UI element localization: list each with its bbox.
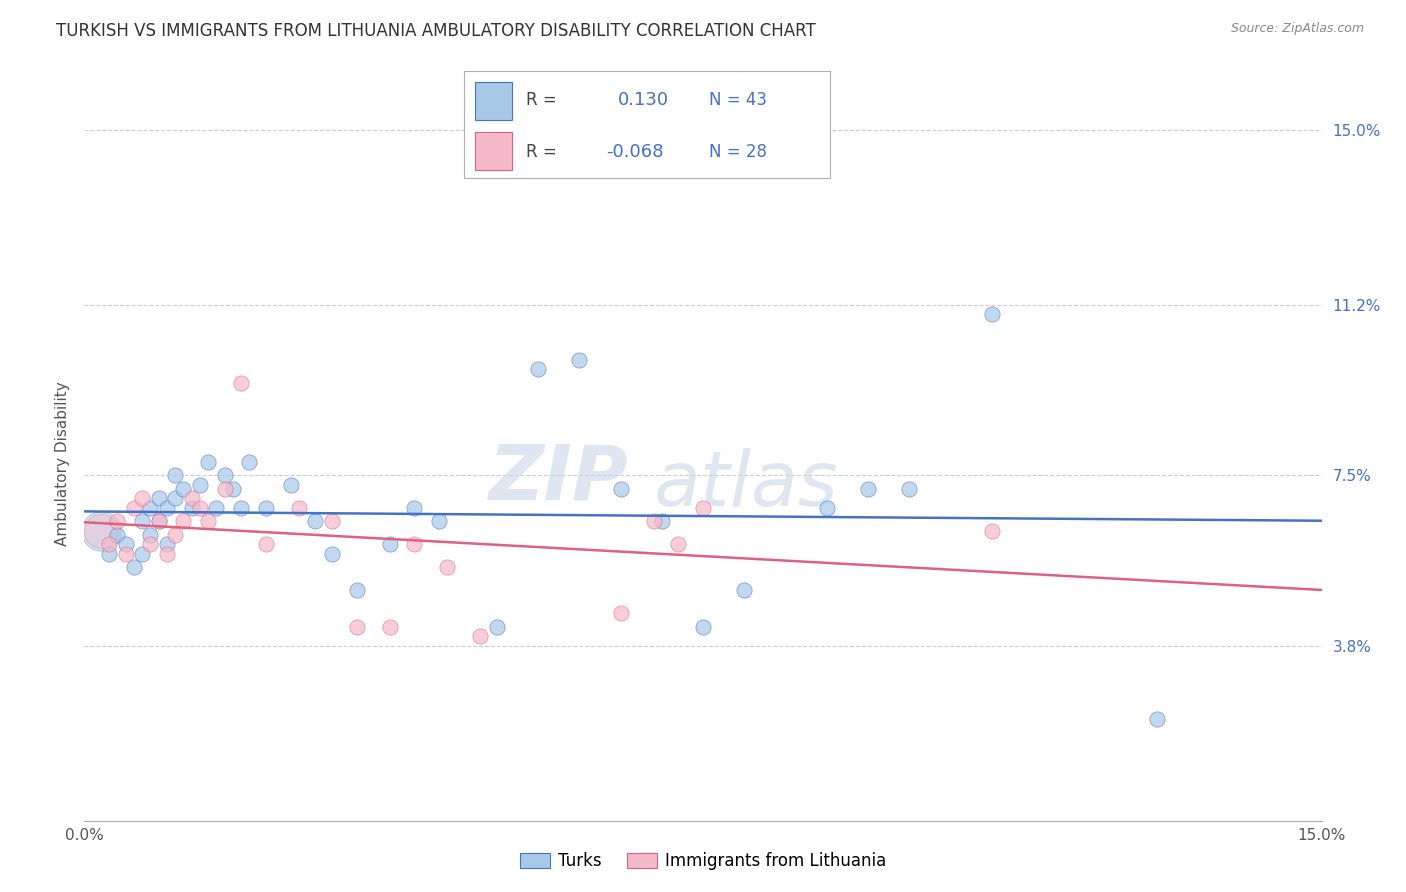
Point: [288, 500, 311, 515]
Point: [470, 630, 492, 644]
Point: [436, 560, 458, 574]
Point: [156, 547, 179, 561]
Point: [205, 500, 228, 515]
Point: [404, 500, 426, 515]
Text: R =: R =: [526, 143, 557, 161]
Point: [214, 468, 236, 483]
Legend: Turks, Immigrants from Lithuania: Turks, Immigrants from Lithuania: [513, 846, 893, 877]
Point: [122, 560, 145, 574]
Text: ZIP: ZIP: [489, 442, 628, 515]
Point: [238, 454, 260, 468]
Point: [122, 500, 145, 515]
Point: [229, 500, 252, 515]
Point: [114, 547, 136, 561]
Point: [105, 528, 128, 542]
Point: [651, 515, 673, 529]
Point: [131, 547, 153, 561]
Point: [98, 537, 121, 551]
Point: [197, 515, 219, 529]
Point: [643, 515, 665, 529]
Point: [90, 524, 112, 538]
Point: [527, 362, 550, 376]
Point: [378, 537, 401, 551]
Point: [165, 491, 187, 506]
Point: [856, 482, 879, 496]
Point: [692, 620, 714, 634]
Point: [90, 524, 112, 538]
Point: [165, 468, 187, 483]
Point: [172, 515, 194, 529]
Point: [105, 515, 128, 529]
Point: [139, 528, 162, 542]
Bar: [475, 82, 512, 120]
Point: [180, 500, 202, 515]
Point: [254, 537, 277, 551]
Text: -0.068: -0.068: [606, 143, 664, 161]
Point: [131, 491, 153, 506]
Point: [148, 491, 170, 506]
Point: [280, 477, 302, 491]
Point: [609, 482, 631, 496]
Point: [148, 515, 170, 529]
Bar: [475, 132, 512, 169]
Point: [346, 620, 368, 634]
Text: 0.130: 0.130: [617, 91, 669, 109]
Point: [229, 376, 252, 391]
Point: [321, 515, 343, 529]
Point: [321, 547, 343, 561]
Point: [898, 482, 921, 496]
Point: [156, 500, 179, 515]
Point: [180, 491, 202, 506]
Point: [692, 500, 714, 515]
Point: [214, 482, 236, 496]
Text: TURKISH VS IMMIGRANTS FROM LITHUANIA AMBULATORY DISABILITY CORRELATION CHART: TURKISH VS IMMIGRANTS FROM LITHUANIA AMB…: [56, 22, 815, 40]
Point: [98, 547, 121, 561]
Point: [131, 515, 153, 529]
Point: [609, 607, 631, 621]
Point: [254, 500, 277, 515]
Point: [148, 515, 170, 529]
Text: N = 28: N = 28: [709, 143, 766, 161]
Point: [139, 537, 162, 551]
Point: [733, 583, 755, 598]
Point: [568, 353, 591, 368]
Text: N = 43: N = 43: [709, 91, 766, 109]
Point: [114, 537, 136, 551]
Text: R =: R =: [526, 91, 557, 109]
Text: atlas: atlas: [654, 449, 838, 522]
Point: [188, 500, 211, 515]
Point: [188, 477, 211, 491]
Point: [346, 583, 368, 598]
Point: [980, 524, 1002, 538]
Point: [980, 307, 1002, 321]
Point: [485, 620, 508, 634]
Point: [815, 500, 838, 515]
Point: [165, 528, 187, 542]
Point: [304, 515, 326, 529]
Y-axis label: Ambulatory Disability: Ambulatory Disability: [55, 382, 70, 546]
Point: [427, 515, 450, 529]
Point: [197, 454, 219, 468]
Point: [666, 537, 689, 551]
Point: [1146, 712, 1168, 726]
Point: [378, 620, 401, 634]
Point: [172, 482, 194, 496]
Point: [156, 537, 179, 551]
Point: [404, 537, 426, 551]
Point: [139, 500, 162, 515]
Point: [222, 482, 245, 496]
Text: Source: ZipAtlas.com: Source: ZipAtlas.com: [1230, 22, 1364, 36]
